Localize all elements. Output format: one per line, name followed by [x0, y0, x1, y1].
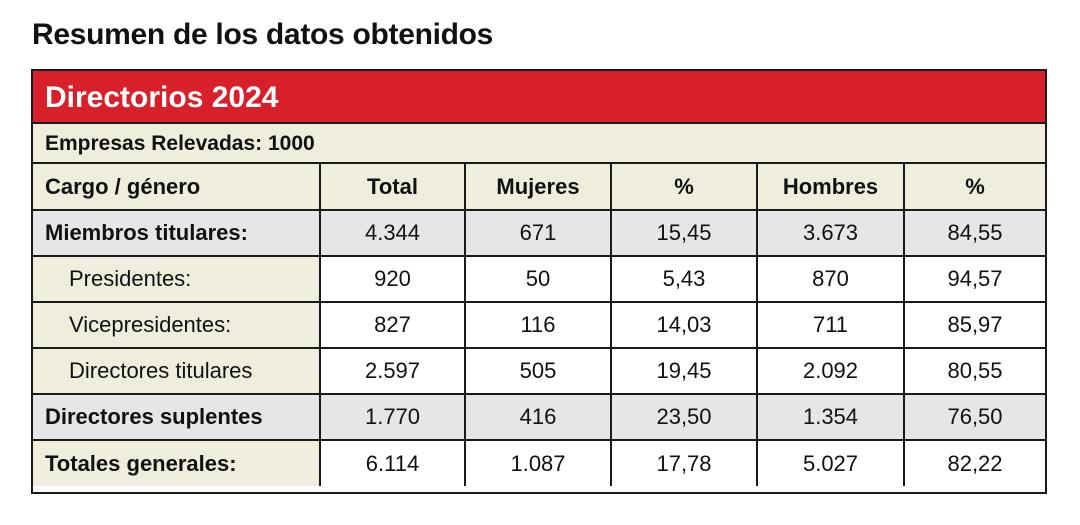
table-row: Directores titulares 2.597 505 19,45 2.0… — [33, 348, 1045, 395]
row-label: Directores suplentes — [33, 394, 321, 441]
column-header: Cargo / género — [33, 164, 321, 211]
cell-hombres: 5.027 — [757, 440, 905, 486]
cell-total: 6.114 — [320, 440, 466, 486]
cell-hombres: 3.673 — [757, 210, 905, 257]
column-header: Total — [320, 164, 466, 211]
column-header: Hombres — [757, 164, 905, 211]
column-header: Mujeres — [465, 164, 612, 211]
card-banner: Directorios 2024 — [33, 71, 1045, 124]
cell-mujeres: 50 — [465, 256, 612, 303]
cell-pct-mujeres: 5,43 — [611, 256, 758, 303]
table-row-totals: Totales generales: 6.114 1.087 17,78 5.0… — [33, 440, 1045, 486]
cell-pct-hombres: 82,22 — [904, 440, 1045, 486]
column-header: % — [904, 164, 1045, 211]
cell-pct-hombres: 80,55 — [904, 348, 1045, 395]
cell-hombres: 1.354 — [757, 394, 905, 441]
cell-pct-hombres: 94,57 — [904, 256, 1045, 303]
cell-pct-mujeres: 23,50 — [611, 394, 758, 441]
row-label: Directores titulares — [33, 348, 321, 395]
cell-pct-mujeres: 15,45 — [611, 210, 758, 257]
cell-mujeres: 1.087 — [465, 440, 612, 486]
summary-card: Directorios 2024 Empresas Relevadas: 100… — [31, 69, 1047, 494]
cell-hombres: 870 — [757, 256, 905, 303]
cell-mujeres: 505 — [465, 348, 612, 395]
cell-pct-hombres: 84,55 — [904, 210, 1045, 257]
column-header: % — [611, 164, 758, 211]
cell-total: 2.597 — [320, 348, 466, 395]
card-subheader: Empresas Relevadas: 1000 — [33, 124, 1045, 164]
row-label: Miembros titulares: — [33, 210, 321, 257]
cell-pct-mujeres: 19,45 — [611, 348, 758, 395]
cell-pct-hombres: 85,97 — [904, 302, 1045, 349]
cell-pct-hombres: 76,50 — [904, 394, 1045, 441]
cell-mujeres: 116 — [465, 302, 612, 349]
cell-pct-mujeres: 17,78 — [611, 440, 758, 486]
row-label: Presidentes: — [33, 256, 321, 303]
row-label: Totales generales: — [33, 440, 321, 486]
table-row: Miembros titulares: 4.344 671 15,45 3.67… — [33, 210, 1045, 257]
page-title: Resumen de los datos obtenidos — [32, 18, 494, 51]
cell-hombres: 2.092 — [757, 348, 905, 395]
cell-total: 827 — [320, 302, 466, 349]
cell-hombres: 711 — [757, 302, 905, 349]
row-label: Vicepresidentes: — [33, 302, 321, 349]
data-table: Cargo / género Total Mujeres % Hombres %… — [33, 164, 1045, 486]
table-row: Vicepresidentes: 827 116 14,03 711 85,97 — [33, 302, 1045, 349]
cell-total: 920 — [320, 256, 466, 303]
cell-pct-mujeres: 14,03 — [611, 302, 758, 349]
cell-mujeres: 671 — [465, 210, 612, 257]
table-row: Presidentes: 920 50 5,43 870 94,57 — [33, 256, 1045, 303]
cell-total: 4.344 — [320, 210, 466, 257]
cell-mujeres: 416 — [465, 394, 612, 441]
cell-total: 1.770 — [320, 394, 466, 441]
table-row: Directores suplentes 1.770 416 23,50 1.3… — [33, 394, 1045, 441]
table-header-row: Cargo / género Total Mujeres % Hombres % — [33, 164, 1045, 211]
